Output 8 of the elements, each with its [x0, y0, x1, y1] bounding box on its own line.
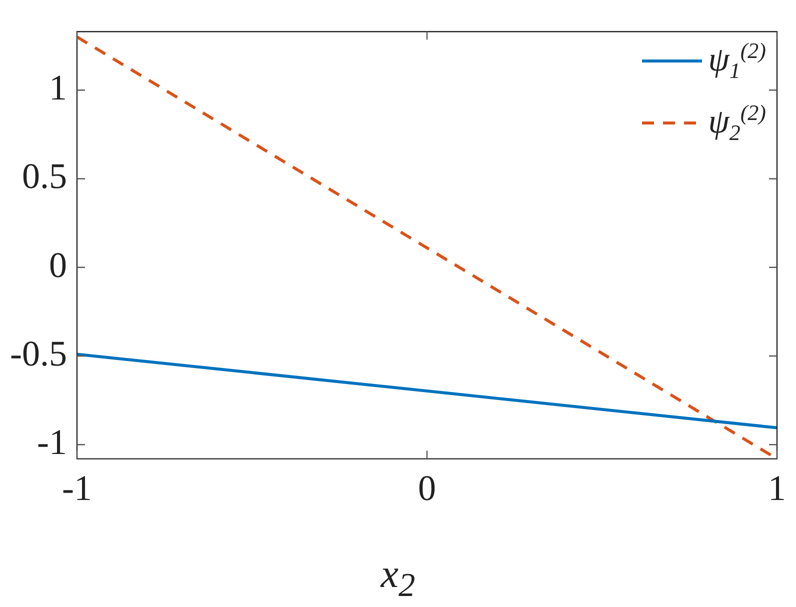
- y-tick-label: -1: [36, 422, 67, 462]
- x-axis-title: x$_{2}$: [379, 550, 416, 605]
- y-tick-label: 1: [48, 68, 67, 108]
- y-tick-label: 0.5: [22, 156, 67, 196]
- y-tick-label: 0: [48, 244, 67, 285]
- x-tick-label: 1: [768, 468, 786, 508]
- y-tick-label: -0.5: [10, 333, 67, 374]
- x-tick-label: 0: [418, 468, 436, 508]
